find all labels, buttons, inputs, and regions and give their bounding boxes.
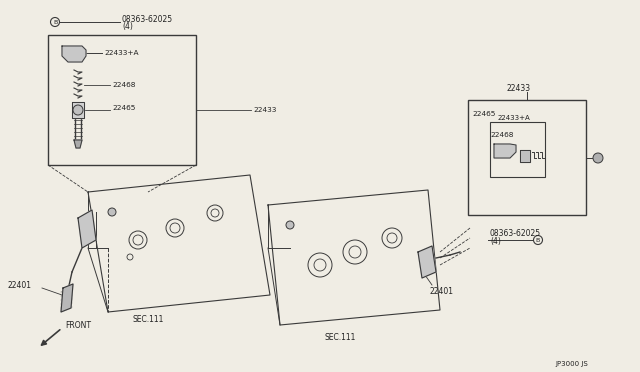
Text: 22465: 22465 bbox=[472, 111, 495, 117]
Text: 22465: 22465 bbox=[112, 105, 136, 111]
Text: 22433: 22433 bbox=[507, 83, 531, 93]
Text: 22468: 22468 bbox=[112, 82, 136, 88]
Text: 08363-62025: 08363-62025 bbox=[490, 228, 541, 237]
Text: 08363-62025: 08363-62025 bbox=[122, 15, 173, 23]
Text: JP3000 JS: JP3000 JS bbox=[555, 361, 588, 367]
Polygon shape bbox=[494, 144, 516, 158]
Polygon shape bbox=[72, 102, 84, 118]
Text: FRONT: FRONT bbox=[65, 321, 91, 330]
Text: 22433: 22433 bbox=[253, 107, 276, 113]
Circle shape bbox=[286, 221, 294, 229]
Text: SEC.111: SEC.111 bbox=[132, 315, 164, 324]
Polygon shape bbox=[78, 210, 96, 248]
Text: 22468: 22468 bbox=[490, 132, 513, 138]
Text: SEC.111: SEC.111 bbox=[324, 334, 356, 343]
Bar bbox=[468, 100, 586, 215]
Text: (4): (4) bbox=[122, 22, 133, 31]
Polygon shape bbox=[61, 284, 73, 312]
Bar bbox=[48, 35, 196, 165]
Polygon shape bbox=[62, 46, 86, 62]
Text: 22433+A: 22433+A bbox=[498, 115, 531, 121]
Circle shape bbox=[108, 208, 116, 216]
Circle shape bbox=[73, 105, 83, 115]
Text: B: B bbox=[53, 19, 57, 25]
Text: 22433+A: 22433+A bbox=[104, 50, 138, 56]
Text: B: B bbox=[536, 237, 540, 243]
Polygon shape bbox=[74, 140, 82, 148]
Polygon shape bbox=[418, 246, 436, 278]
Text: 22401: 22401 bbox=[8, 282, 32, 291]
Circle shape bbox=[593, 153, 603, 163]
Text: 22401: 22401 bbox=[430, 288, 454, 296]
Polygon shape bbox=[520, 150, 530, 162]
Text: (4): (4) bbox=[490, 237, 501, 246]
Bar bbox=[490, 122, 545, 177]
